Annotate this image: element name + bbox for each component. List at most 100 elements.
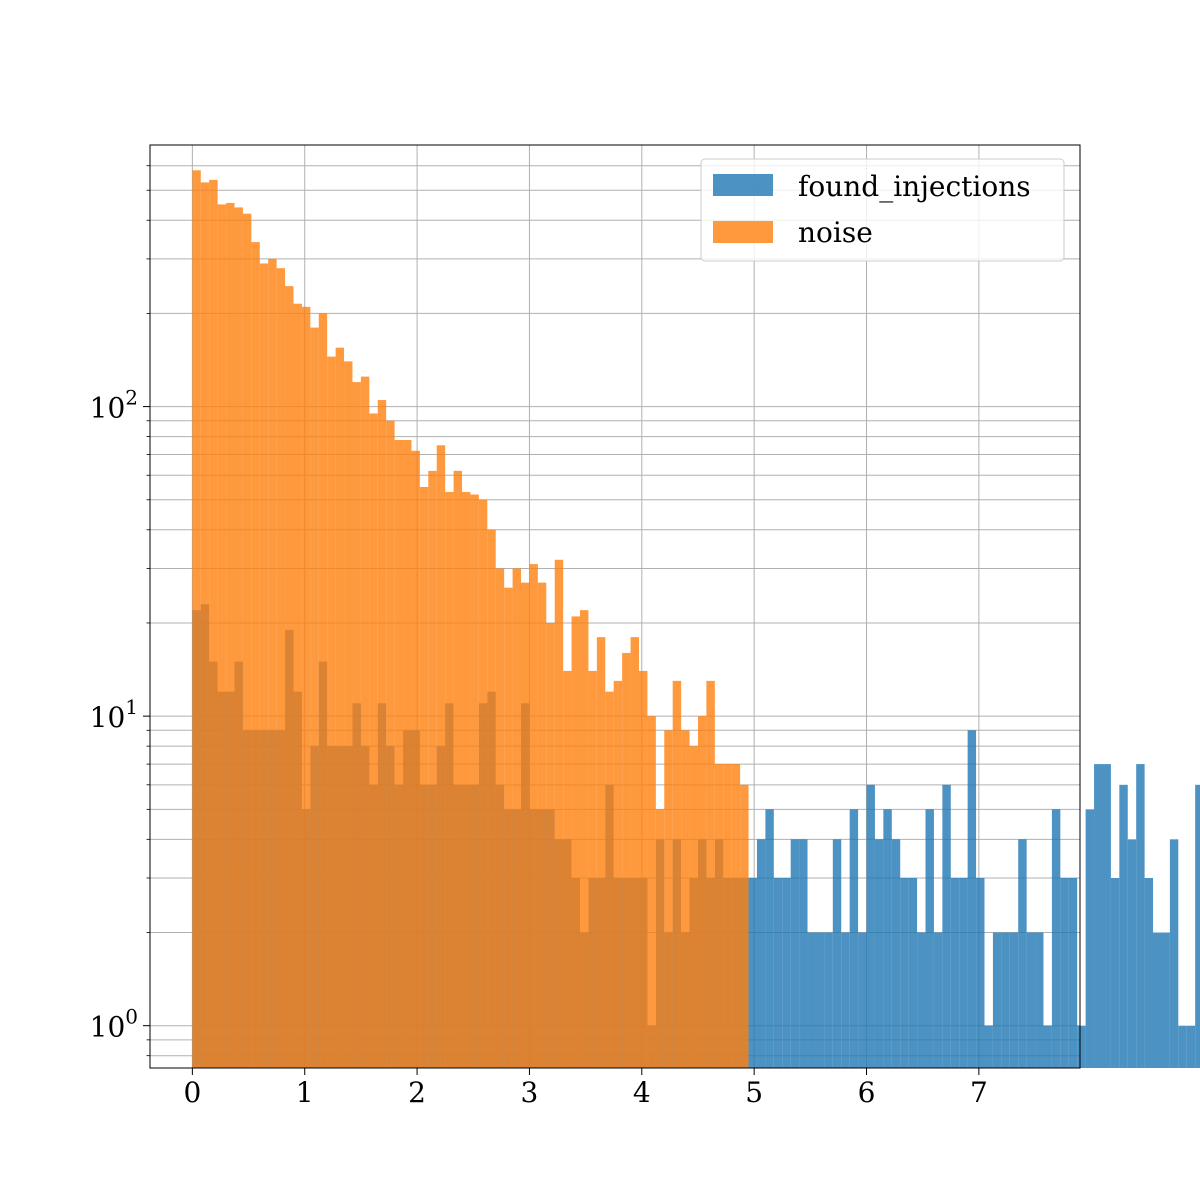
bar bbox=[285, 286, 294, 1068]
bar bbox=[664, 730, 673, 1068]
bar bbox=[900, 878, 909, 1068]
bar bbox=[790, 839, 800, 1068]
bar bbox=[756, 839, 766, 1068]
legend-label-noise: noise bbox=[798, 216, 873, 249]
bar bbox=[697, 716, 707, 1068]
bar bbox=[344, 361, 353, 1069]
bar bbox=[933, 932, 943, 1068]
bar bbox=[546, 622, 555, 1068]
bar bbox=[521, 582, 530, 1068]
bar bbox=[689, 746, 698, 1068]
bar bbox=[849, 809, 859, 1068]
bar bbox=[419, 486, 429, 1069]
bar bbox=[268, 258, 277, 1069]
bar bbox=[377, 400, 387, 1069]
bar bbox=[580, 610, 589, 1068]
x-tick-label: 7 bbox=[970, 1076, 988, 1109]
bar bbox=[588, 670, 597, 1068]
bar bbox=[301, 306, 311, 1069]
bar bbox=[992, 932, 1002, 1068]
bar bbox=[1026, 932, 1036, 1068]
bar bbox=[571, 616, 580, 1068]
bar bbox=[622, 652, 631, 1068]
legend-label-found-injections: found_injections bbox=[798, 170, 1031, 203]
bar bbox=[386, 420, 395, 1068]
bar bbox=[242, 213, 252, 1068]
legend-swatch-found-injections bbox=[713, 174, 773, 196]
bar bbox=[1085, 809, 1095, 1068]
plot-frame bbox=[149, 144, 1081, 1069]
bar bbox=[1186, 1025, 1196, 1068]
bar bbox=[192, 170, 201, 1068]
x-tick-label: 0 bbox=[183, 1076, 201, 1109]
bar bbox=[445, 491, 454, 1069]
bar bbox=[613, 680, 623, 1068]
legend-box bbox=[700, 158, 1065, 262]
bar bbox=[858, 932, 867, 1068]
bar bbox=[529, 564, 538, 1068]
bar bbox=[209, 179, 218, 1069]
bar bbox=[504, 587, 513, 1068]
bar bbox=[799, 839, 808, 1068]
bar bbox=[605, 691, 614, 1068]
y-tick-label: 101 bbox=[90, 695, 138, 734]
bar bbox=[352, 382, 361, 1068]
legend: found_injections noise bbox=[700, 158, 1065, 262]
bar bbox=[967, 730, 977, 1068]
bar bbox=[638, 670, 648, 1068]
bar bbox=[251, 242, 260, 1069]
bar bbox=[773, 878, 783, 1068]
bar bbox=[226, 202, 235, 1069]
bar bbox=[563, 670, 572, 1068]
bar bbox=[259, 263, 269, 1068]
bar bbox=[394, 439, 404, 1068]
legend-swatch-noise bbox=[713, 221, 773, 243]
y-tick-label: 100 bbox=[90, 1005, 138, 1044]
bar bbox=[462, 491, 471, 1069]
bar bbox=[1043, 1025, 1052, 1068]
bar bbox=[217, 204, 227, 1069]
x-tick-label: 6 bbox=[858, 1076, 876, 1109]
y-tick-label: 102 bbox=[90, 386, 138, 425]
bar bbox=[1119, 784, 1128, 1068]
bar bbox=[403, 439, 412, 1068]
bar bbox=[1178, 1025, 1187, 1068]
bar bbox=[1018, 839, 1027, 1068]
bar bbox=[428, 470, 437, 1068]
bar bbox=[976, 878, 985, 1068]
bar bbox=[1102, 764, 1111, 1068]
x-tick-label: 5 bbox=[745, 1076, 763, 1109]
bar bbox=[293, 303, 302, 1068]
bar bbox=[234, 207, 243, 1068]
bar bbox=[453, 470, 463, 1068]
histogram-bars bbox=[192, 170, 1200, 1069]
bar bbox=[1094, 764, 1103, 1068]
axis-ticks bbox=[143, 165, 980, 1075]
bar bbox=[706, 680, 715, 1068]
bar bbox=[327, 356, 336, 1068]
bar bbox=[740, 784, 749, 1068]
bar bbox=[554, 559, 564, 1068]
bar bbox=[925, 809, 934, 1068]
bar bbox=[1195, 784, 1200, 1068]
axis-tick-labels: 100 101 102 0 1 2 3 4 5 6 7 bbox=[90, 386, 988, 1109]
bar bbox=[335, 347, 345, 1069]
bar bbox=[1153, 932, 1162, 1068]
bar bbox=[950, 878, 960, 1068]
bar bbox=[908, 878, 918, 1068]
bar bbox=[537, 582, 547, 1068]
bar bbox=[883, 809, 892, 1068]
bar bbox=[411, 450, 420, 1068]
bar bbox=[596, 637, 606, 1068]
bar bbox=[672, 680, 682, 1068]
bar bbox=[984, 1025, 993, 1068]
bar bbox=[714, 764, 724, 1068]
bar bbox=[917, 932, 926, 1068]
bar bbox=[807, 932, 816, 1068]
bar bbox=[723, 764, 732, 1068]
bar bbox=[495, 568, 505, 1068]
bar bbox=[1144, 878, 1154, 1068]
bar bbox=[1110, 878, 1120, 1068]
x-tick-label: 3 bbox=[521, 1076, 539, 1109]
